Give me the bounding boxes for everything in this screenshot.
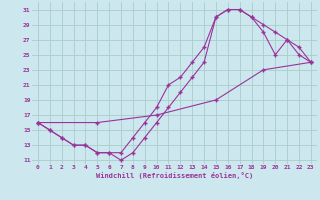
X-axis label: Windchill (Refroidissement éolien,°C): Windchill (Refroidissement éolien,°C) — [96, 172, 253, 179]
